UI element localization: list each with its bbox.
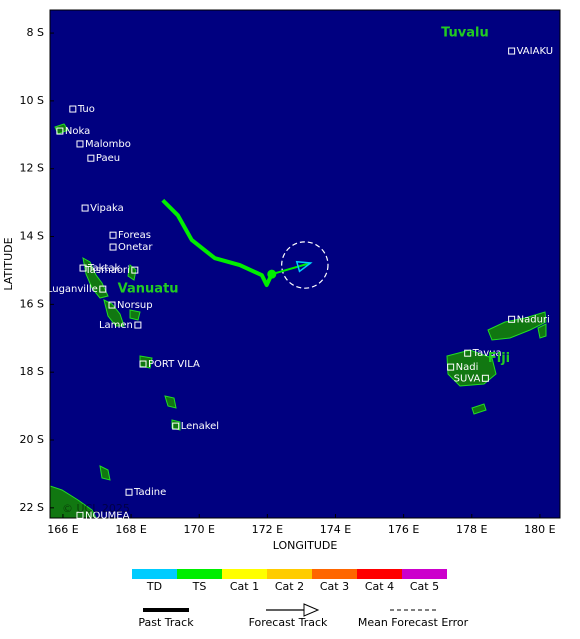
- region-label: Vanuatu: [118, 282, 179, 297]
- y-tick-label: 22 S: [20, 501, 44, 514]
- place-label: Onetar: [118, 242, 153, 253]
- x-tick-label: 168 E: [115, 523, 146, 536]
- place-marker: [447, 363, 455, 371]
- track-legend-label: Past Track: [138, 616, 194, 629]
- x-tick-label: 176 E: [388, 523, 419, 536]
- y-axis-label: LATITUDE: [2, 237, 15, 290]
- forecast-arrow-sample: [303, 603, 320, 617]
- place-marker: [125, 488, 133, 496]
- place-label: Norsup: [117, 300, 153, 311]
- x-tick-label: 180 E: [524, 523, 555, 536]
- place-label: Naduri: [517, 314, 550, 325]
- land: [50, 123, 547, 518]
- legend-swatch: [177, 569, 222, 579]
- legend-swatch: [402, 569, 447, 579]
- place-label: Tavua: [472, 348, 502, 359]
- x-tick-label: 166 E: [47, 523, 78, 536]
- x-tick-label: 178 E: [456, 523, 487, 536]
- place-label: Malombo: [85, 139, 131, 150]
- place-label: Tadine: [133, 487, 166, 498]
- place-label: NOUMEA: [85, 510, 130, 521]
- place-label: Luganville: [47, 284, 98, 295]
- y-tick-label: 20 S: [20, 433, 44, 446]
- place-label: Foreas: [118, 230, 151, 241]
- x-tick-label: 174 E: [320, 523, 351, 536]
- place-label: Paeu: [96, 153, 120, 164]
- legend-swatch: [312, 569, 357, 579]
- place-marker: [81, 204, 89, 212]
- map-frame: [49, 9, 561, 519]
- forecast-arrowhead: [295, 260, 313, 273]
- place-marker: [508, 47, 516, 55]
- legend-label: TD: [146, 580, 162, 593]
- credit: © UCL 2025: [62, 502, 130, 515]
- place-marker: [139, 360, 147, 368]
- legend-label: TS: [192, 580, 207, 593]
- place-marker: [464, 349, 472, 357]
- y-tick-label: 12 S: [20, 162, 44, 175]
- place-marker: [87, 154, 95, 162]
- place-label: Noka: [65, 126, 90, 137]
- place-marker: [481, 374, 489, 382]
- place-label: Vipaka: [90, 203, 124, 214]
- x-tick-label: 170 E: [183, 523, 214, 536]
- x-axis-label: LONGITUDE: [273, 539, 338, 552]
- legend-swatch: [222, 569, 267, 579]
- region-label: Tuvalu: [441, 26, 489, 41]
- legend-label: Cat 3: [320, 580, 349, 593]
- track-legend-label: Forecast Track: [249, 616, 328, 629]
- place-marker: [99, 285, 107, 293]
- place-label: Tasmaori: [84, 265, 130, 276]
- place-marker: [508, 315, 516, 323]
- x-tick-label: 172 E: [252, 523, 283, 536]
- place-marker: [79, 264, 87, 272]
- place-label: Lamen: [99, 320, 133, 331]
- forecast-track: [271, 262, 311, 276]
- place-marker: [131, 266, 139, 274]
- legend-swatch: [357, 569, 402, 579]
- legend-label: Cat 4: [365, 580, 394, 593]
- y-tick-label: 18 S: [20, 365, 44, 378]
- y-tick-label: 10 S: [20, 94, 44, 107]
- place-marker: [56, 127, 64, 135]
- place-marker: [76, 511, 84, 519]
- legend-swatch: [132, 569, 177, 579]
- place-label: Tuo: [77, 104, 95, 115]
- legend-swatch: [267, 569, 312, 579]
- place-marker: [172, 422, 180, 430]
- place-marker: [134, 321, 142, 329]
- place-label: VAIAKU: [517, 46, 553, 57]
- place-marker: [108, 301, 116, 309]
- place-marker: [109, 231, 117, 239]
- legend-label: Cat 1: [230, 580, 259, 593]
- y-tick-label: 8 S: [27, 26, 44, 39]
- past-track: [161, 198, 274, 288]
- place-label: PORT VILA: [148, 359, 200, 370]
- place-marker: [69, 105, 77, 113]
- forecast-error-circle: [281, 241, 329, 289]
- region-label: Fiji: [488, 351, 510, 366]
- y-tick-label: 16 S: [20, 297, 44, 310]
- place-label: Nadi: [456, 362, 479, 373]
- legend-label: Cat 2: [275, 580, 304, 593]
- place-marker: [109, 243, 117, 251]
- place-label: SUVA: [454, 373, 481, 384]
- track-legend-label: Mean Forecast Error: [358, 616, 469, 629]
- place-label: Taktak: [87, 263, 120, 274]
- legend-label: Cat 5: [410, 580, 439, 593]
- place-label: Lenakel: [181, 421, 219, 432]
- place-marker: [76, 140, 84, 148]
- y-tick-label: 14 S: [20, 230, 44, 243]
